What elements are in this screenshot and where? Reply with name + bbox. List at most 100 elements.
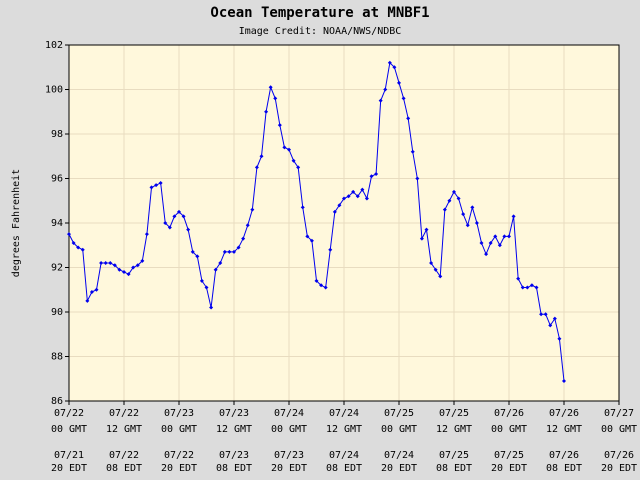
data-point	[85, 298, 90, 303]
data-point	[552, 316, 557, 321]
data-point	[144, 232, 149, 237]
data-point	[163, 221, 168, 225]
data-point	[424, 227, 429, 232]
x-tick-label-local: 20 EDT	[161, 463, 197, 474]
data-point	[291, 158, 296, 163]
data-point	[401, 96, 406, 101]
data-point	[474, 221, 479, 225]
x-tick-label-local: 07/21	[54, 450, 84, 461]
data-point	[213, 267, 218, 272]
x-tick-label: 12 GMT	[216, 424, 252, 435]
x-tick-label-local: 07/26	[549, 450, 579, 461]
x-tick-label: 07/26	[494, 408, 524, 419]
data-point	[452, 189, 456, 194]
data-point	[227, 249, 232, 254]
data-point	[557, 336, 562, 341]
data-point	[511, 214, 516, 219]
data-point	[117, 267, 122, 272]
y-tick-label: 94	[51, 218, 63, 229]
data-point	[222, 249, 227, 254]
data-point	[199, 278, 204, 283]
x-tick-label-local: 20 EDT	[601, 463, 637, 474]
data-point	[442, 207, 447, 212]
data-point	[209, 305, 214, 310]
data-point	[534, 285, 539, 290]
data-point	[76, 245, 81, 250]
data-point	[415, 176, 420, 181]
data-point	[277, 123, 282, 128]
data-point	[287, 147, 291, 152]
x-tick-label-local: 07/25	[494, 450, 524, 461]
data-point	[67, 232, 71, 237]
data-point	[135, 263, 140, 268]
data-point	[502, 234, 507, 239]
x-tick-label: 07/22	[54, 408, 84, 419]
data-point	[71, 241, 76, 246]
data-point	[154, 183, 159, 188]
x-tick-label-local: 08 EDT	[106, 463, 142, 474]
plot-border	[68, 44, 620, 402]
data-point	[497, 243, 502, 248]
data-point	[236, 245, 241, 250]
data-point	[204, 285, 209, 290]
x-tick-label-local: 08 EDT	[546, 463, 582, 474]
x-tick-label-local: 08 EDT	[326, 463, 362, 474]
x-tick-label: 07/22	[109, 408, 139, 419]
x-tick-label: 07/25	[384, 408, 414, 419]
data-point	[131, 265, 136, 270]
data-point	[186, 227, 191, 232]
data-point	[108, 261, 113, 266]
data-point	[520, 285, 525, 290]
data-point	[488, 241, 493, 246]
data-point	[245, 223, 250, 228]
data-point	[387, 60, 392, 65]
data-point	[392, 65, 397, 70]
data-point	[259, 154, 264, 159]
data-point	[172, 214, 177, 219]
x-tick-label-local: 20 EDT	[271, 463, 307, 474]
x-tick-label-local: 20 EDT	[491, 463, 527, 474]
data-point	[397, 80, 401, 85]
x-tick-label: 00 GMT	[381, 424, 417, 435]
x-tick-label: 00 GMT	[161, 424, 197, 435]
data-point	[122, 269, 126, 274]
chart-subtitle: Image Credit: NOAA/NWS/NDBC	[239, 26, 402, 37]
data-point	[328, 247, 333, 252]
data-point	[562, 378, 566, 383]
data-point	[218, 261, 223, 266]
data-point	[355, 194, 360, 199]
data-point	[529, 283, 534, 288]
x-tick-label-local: 07/23	[219, 450, 249, 461]
data-point	[337, 203, 342, 208]
y-tick-label: 86	[51, 396, 63, 407]
x-tick-label: 12 GMT	[436, 424, 472, 435]
data-point	[149, 185, 154, 190]
x-tick-label-local: 20 EDT	[51, 463, 87, 474]
data-point	[351, 189, 356, 194]
data-point	[433, 267, 438, 272]
data-point	[342, 196, 346, 201]
data-point	[419, 236, 424, 241]
data-point	[158, 180, 163, 185]
x-tick-label: 12 GMT	[326, 424, 362, 435]
data-point	[273, 96, 278, 101]
data-point	[232, 249, 236, 254]
x-tick-label: 07/25	[439, 408, 469, 419]
x-tick-label: 07/23	[219, 408, 249, 419]
data-point	[181, 214, 186, 219]
y-tick-label: 88	[51, 352, 63, 363]
x-tick-label-local: 07/22	[164, 450, 194, 461]
data-point	[383, 87, 388, 92]
data-point	[346, 194, 351, 199]
data-point	[539, 312, 544, 317]
x-tick-label-local: 07/26	[604, 450, 634, 461]
data-point	[126, 272, 131, 277]
data-point	[360, 187, 365, 192]
data-point	[461, 212, 466, 217]
data-point	[282, 145, 287, 150]
data-point	[89, 289, 94, 294]
data-point	[112, 263, 117, 268]
data-point	[103, 261, 108, 266]
data-point	[177, 209, 181, 214]
